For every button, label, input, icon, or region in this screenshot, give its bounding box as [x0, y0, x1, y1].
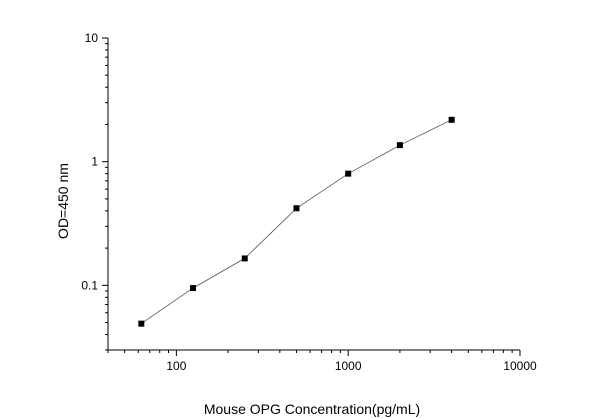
x-tick-label: 1000 — [335, 359, 362, 373]
data-point — [241, 255, 248, 262]
data-point — [345, 170, 352, 177]
x-axis-title: Mouse OPG Concentration(pg/mL) — [204, 401, 420, 417]
x-axis-ticks — [107, 350, 521, 356]
x-tick-labels: 100 1000 10000 — [166, 359, 537, 373]
plot-area: 100 1000 10000 0.1 1 10 — [81, 31, 537, 373]
y-tick-label: 0.1 — [81, 278, 98, 292]
data-point — [448, 116, 455, 123]
y-tick-label: 1 — [91, 155, 98, 169]
series-lines — [141, 119, 452, 324]
data-point — [138, 320, 145, 327]
x-tick-label: 100 — [166, 359, 186, 373]
series-line — [141, 119, 452, 324]
data-point — [190, 285, 197, 292]
x-tick-label: 10000 — [503, 359, 537, 373]
y-tick-label: 10 — [85, 31, 99, 45]
y-axis-title: OD=450 nm — [55, 163, 71, 239]
data-point — [293, 205, 300, 212]
y-axis-ticks — [102, 37, 108, 351]
series-points — [138, 116, 455, 327]
data-point — [396, 142, 403, 149]
y-tick-labels: 0.1 1 10 — [81, 31, 98, 292]
